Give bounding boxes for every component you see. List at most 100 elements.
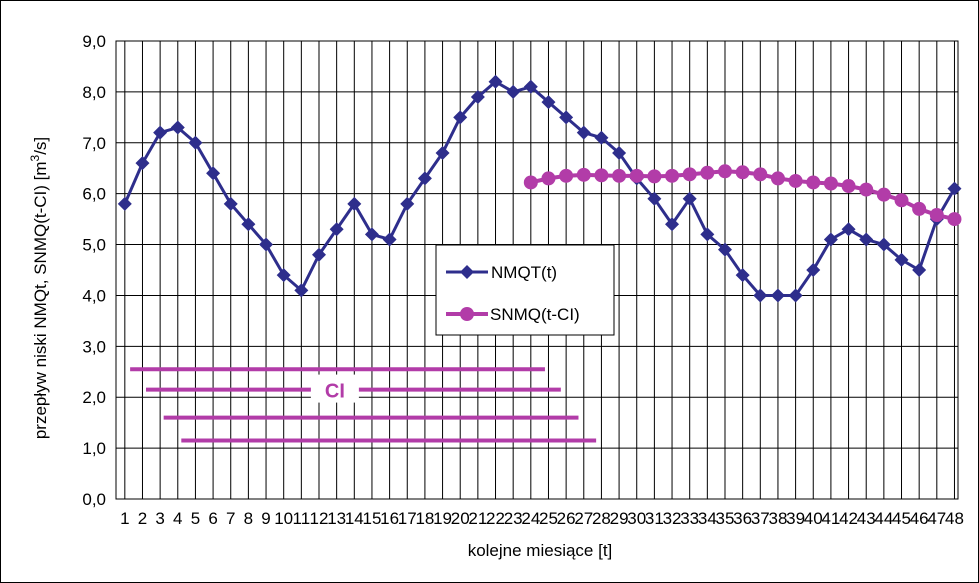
y-tick-label: 2,0 — [82, 388, 106, 407]
x-tick-label: 44 — [874, 509, 893, 528]
x-tick-label: 6 — [208, 509, 217, 528]
x-tick-label: 26 — [557, 509, 576, 528]
x-tick-label: 27 — [574, 509, 593, 528]
data-point — [470, 89, 485, 104]
data-point — [770, 171, 785, 186]
x-tick-label: 45 — [892, 509, 911, 528]
x-tick-label: 28 — [592, 509, 611, 528]
x-tick-label: 40 — [804, 509, 823, 528]
x-tick-label: 38 — [768, 509, 787, 528]
data-point — [894, 193, 909, 208]
data-point — [460, 307, 474, 321]
data-point — [912, 263, 927, 277]
legend-item-snmq: SNMQ(t-CI) — [446, 305, 580, 324]
legend-item-nmqt: NMQT(t) — [446, 263, 557, 282]
data-point — [629, 168, 644, 183]
data-point — [364, 227, 379, 242]
data-point — [153, 125, 168, 140]
x-tick-label: 37 — [751, 509, 770, 528]
data-point — [806, 263, 821, 277]
legend: NMQT(t) SNMQ(t-CI) — [435, 244, 615, 336]
data-point — [823, 176, 838, 191]
y-tick-label: 5,0 — [82, 236, 106, 255]
x-tick-label: 23 — [504, 509, 523, 528]
data-point — [206, 166, 221, 181]
y-tick-label: 7,0 — [82, 134, 106, 153]
legend-label: NMQT(t) — [491, 263, 557, 282]
data-point — [717, 242, 732, 257]
data-point — [453, 110, 468, 125]
x-axis-title: kolejne miesiące [t] — [468, 541, 613, 560]
data-point — [329, 222, 344, 237]
x-tick-label: 13 — [327, 509, 346, 528]
data-point — [612, 145, 627, 160]
x-tick-label: 7 — [226, 509, 235, 528]
data-point — [400, 196, 415, 211]
data-point — [859, 182, 874, 197]
data-point — [859, 232, 874, 247]
x-tick-label: 10 — [274, 509, 293, 528]
x-tick-label: 39 — [786, 509, 805, 528]
y-tick-label: 6,0 — [82, 185, 106, 204]
x-tick-label: 14 — [345, 509, 364, 528]
y-tick-label: 4,0 — [82, 286, 106, 305]
data-point — [806, 175, 821, 190]
x-tick-label: 42 — [839, 509, 858, 528]
x-tick-label: 11 — [293, 509, 311, 528]
data-point — [894, 252, 909, 267]
data-point — [682, 191, 697, 206]
series-layer — [117, 74, 962, 303]
data-point — [612, 168, 627, 183]
x-tick-label: 48 — [945, 509, 964, 528]
data-point — [700, 165, 715, 180]
data-point — [135, 156, 150, 171]
x-tick-label: 16 — [380, 509, 399, 528]
data-point — [735, 165, 750, 180]
data-point — [594, 168, 609, 183]
data-point — [753, 288, 768, 303]
x-tick-label: 31 — [645, 509, 664, 528]
data-point — [753, 167, 768, 182]
data-point — [460, 265, 474, 279]
data-point — [823, 232, 838, 247]
x-tick-label: 8 — [244, 509, 253, 528]
data-point — [223, 196, 238, 211]
data-point — [559, 168, 574, 183]
x-tick-label: 41 — [821, 509, 840, 528]
data-point — [347, 196, 362, 211]
x-tick-label: 29 — [610, 509, 629, 528]
x-tick-label: 33 — [680, 509, 699, 528]
x-tick-label: 18 — [415, 509, 434, 528]
data-point — [294, 283, 309, 298]
x-tick-label: 19 — [433, 509, 452, 528]
data-point — [276, 268, 291, 283]
data-point — [594, 130, 609, 145]
ci-layer: CI — [130, 367, 597, 443]
data-point — [788, 173, 803, 188]
ci-label-bg — [310, 374, 359, 403]
x-tick-label: 30 — [627, 509, 646, 528]
data-point — [912, 201, 927, 216]
data-point — [665, 168, 680, 183]
x-tick-label: 35 — [716, 509, 735, 528]
data-point — [188, 135, 203, 150]
x-tick-label: 20 — [451, 509, 470, 528]
x-tick-label: 1 — [120, 509, 129, 528]
data-point — [717, 164, 732, 179]
x-tick-label: 46 — [910, 509, 929, 528]
data-point — [523, 79, 538, 94]
data-point — [541, 171, 556, 186]
data-point — [647, 169, 662, 184]
y-tick-label: 1,0 — [82, 439, 106, 458]
data-point — [541, 95, 556, 110]
data-point — [170, 120, 185, 135]
data-point — [682, 167, 697, 182]
x-tick-label: 4 — [173, 509, 182, 528]
data-point — [841, 179, 856, 194]
x-tick-label: 24 — [521, 509, 540, 528]
x-tick-label: 32 — [663, 509, 682, 528]
data-point — [876, 237, 891, 252]
data-point — [947, 212, 962, 227]
data-point — [788, 288, 803, 303]
